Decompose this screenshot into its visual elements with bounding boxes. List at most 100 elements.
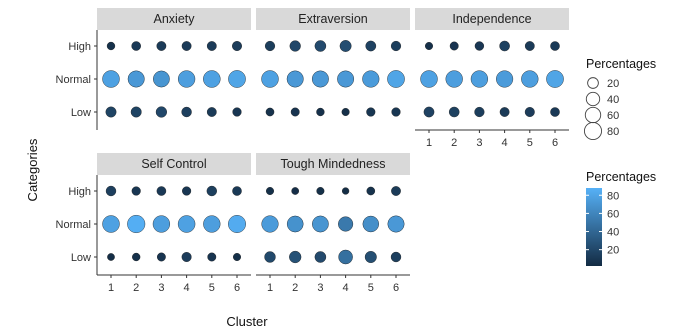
color-legend-label: 60 <box>607 208 619 220</box>
data-point-independence-high-2 <box>449 41 459 51</box>
facet-strip-label: Independence <box>452 12 531 26</box>
x-tick-label: 6 <box>234 282 240 294</box>
data-point-extraversion-normal-5 <box>362 70 380 88</box>
x-tick-label: 3 <box>158 282 164 294</box>
legend: Percentages 20 40 60 80 Percentages 80 60 40 20 <box>583 57 656 266</box>
data-point-anxiety-normal-5 <box>203 70 221 88</box>
data-point-extraversion-high-3 <box>314 40 327 52</box>
data-point-extraversion-normal-3 <box>311 70 329 88</box>
data-point-tough-mindedness-high-3 <box>316 187 325 195</box>
data-point-extraversion-low-6 <box>391 107 401 117</box>
data-point-anxiety-high-4 <box>181 41 192 51</box>
facet-strip <box>97 153 251 175</box>
data-point-extraversion-normal-2 <box>286 70 304 88</box>
data-point-self-control-high-5 <box>206 185 217 197</box>
data-point-extraversion-normal-6 <box>387 70 405 88</box>
x-tick-label: 2 <box>292 282 298 294</box>
data-point-extraversion-low-3 <box>316 107 325 117</box>
data-point-tough-mindedness-normal-3 <box>312 215 329 233</box>
size-legend-title: Percentages <box>586 57 656 71</box>
data-point-self-control-low-4 <box>181 252 192 262</box>
data-point-anxiety-normal-1 <box>102 70 120 88</box>
data-point-tough-mindedness-normal-6 <box>387 215 405 233</box>
data-point-independence-low-5 <box>524 107 535 117</box>
x-tick-label: 3 <box>476 137 482 149</box>
facet-strip <box>256 8 410 30</box>
data-point-tough-mindedness-low-1 <box>264 251 276 263</box>
facet-independence: Independence 1 2 3 4 5 6 <box>415 8 569 149</box>
x-axis-title: Cluster <box>226 314 268 329</box>
data-point-independence-high-3 <box>474 41 485 51</box>
size-legend-key <box>584 106 602 124</box>
facet-anxiety: Anxiety High Normal Low <box>56 8 251 130</box>
facet-strip <box>256 153 410 175</box>
facet-strip <box>415 8 569 30</box>
data-point-tough-mindedness-low-2 <box>289 250 302 264</box>
color-legend-label: 20 <box>607 245 619 257</box>
data-point-tough-mindedness-normal-2 <box>286 215 304 233</box>
x-tick-label: 2 <box>133 282 139 294</box>
size-legend-key <box>587 77 599 89</box>
x-tick-label: 2 <box>451 137 457 149</box>
facet-extraversion: Extraversion <box>256 8 410 117</box>
x-tick-label: 5 <box>527 137 533 149</box>
color-legend-label: 80 <box>607 190 619 202</box>
data-point-extraversion-low-5 <box>366 107 376 117</box>
data-point-self-control-normal-6 <box>228 215 246 233</box>
data-point-self-control-high-4 <box>182 186 192 196</box>
data-point-tough-mindedness-low-3 <box>314 251 327 263</box>
data-point-independence-normal-2 <box>445 70 463 88</box>
data-point-self-control-normal-3 <box>152 215 170 233</box>
data-point-extraversion-low-1 <box>265 107 275 117</box>
data-point-extraversion-normal-1 <box>261 70 279 88</box>
data-point-extraversion-high-5 <box>365 40 377 52</box>
y-tick-label: High <box>68 41 91 53</box>
data-point-tough-mindedness-low-6 <box>390 251 402 263</box>
facet-panels: Anxiety High Normal Low Extraversion Independ… <box>56 8 569 294</box>
facet-strip <box>97 8 251 30</box>
facet-strip-label: Extraversion <box>298 12 368 26</box>
data-point-extraversion-high-6 <box>390 40 402 52</box>
data-point-self-control-normal-1 <box>102 215 120 233</box>
color-legend-label: 40 <box>607 227 619 239</box>
data-point-independence-high-4 <box>499 40 510 52</box>
x-tick-label: 5 <box>368 282 374 294</box>
data-point-tough-mindedness-normal-1 <box>261 215 279 233</box>
data-point-anxiety-normal-4 <box>178 70 196 88</box>
data-point-independence-high-1 <box>425 42 433 50</box>
data-point-self-control-normal-4 <box>177 215 196 233</box>
color-legend-title: Percentages <box>586 170 656 184</box>
facet-strip-label: Tough Mindedness <box>281 157 386 171</box>
data-point-extraversion-high-4 <box>339 40 352 52</box>
data-point-tough-mindedness-low-4 <box>338 249 353 265</box>
facet-strip-label: Anxiety <box>154 12 196 26</box>
data-point-self-control-normal-5 <box>203 215 221 233</box>
x-tick-label: 1 <box>267 282 273 294</box>
data-point-self-control-low-5 <box>207 252 217 262</box>
data-point-extraversion-high-2 <box>289 40 301 52</box>
data-point-anxiety-normal-2 <box>127 70 145 88</box>
data-point-anxiety-low-2 <box>130 106 142 118</box>
y-tick-label: Normal <box>56 74 91 86</box>
data-point-anxiety-high-1 <box>106 41 116 51</box>
data-point-tough-mindedness-high-5 <box>366 186 376 196</box>
data-point-tough-mindedness-high-6 <box>391 186 401 196</box>
data-point-independence-normal-4 <box>496 70 514 88</box>
size-legend-label: 80 <box>607 126 619 138</box>
size-legend-label: 60 <box>607 110 619 122</box>
x-tick-label: 5 <box>209 282 215 294</box>
data-point-tough-mindedness-high-4 <box>341 187 350 195</box>
data-point-independence-low-4 <box>499 107 510 117</box>
data-point-self-control-high-3 <box>156 186 167 196</box>
size-legend-label: 20 <box>607 78 619 90</box>
data-point-anxiety-normal-3 <box>153 70 170 88</box>
data-point-independence-normal-1 <box>420 70 438 88</box>
data-point-anxiety-normal-6 <box>228 70 246 88</box>
data-point-tough-mindedness-high-1 <box>266 187 274 195</box>
y-axis-title: Categories <box>25 138 40 201</box>
data-point-independence-normal-6 <box>546 70 564 88</box>
data-point-independence-low-6 <box>550 107 560 117</box>
data-point-anxiety-high-6 <box>232 41 242 51</box>
data-point-independence-low-1 <box>423 106 435 118</box>
